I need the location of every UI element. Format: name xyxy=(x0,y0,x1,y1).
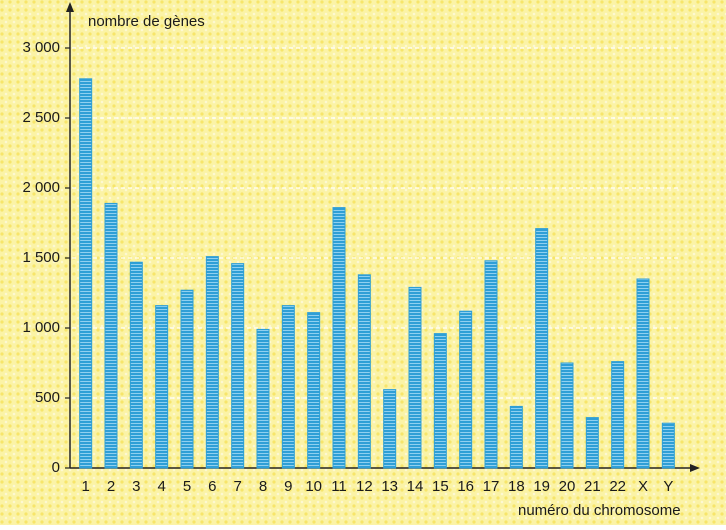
bar xyxy=(585,417,599,469)
bar xyxy=(408,286,422,469)
bar xyxy=(661,422,675,469)
x-tick-label: X xyxy=(638,478,648,495)
bar xyxy=(535,228,549,469)
x-tick-label: 13 xyxy=(381,478,398,495)
x-tick-label: 12 xyxy=(356,478,373,495)
y-axis-arrow xyxy=(66,2,74,12)
x-tick-label: 14 xyxy=(407,478,424,495)
bar xyxy=(205,256,219,469)
x-tick-label: 5 xyxy=(183,478,191,495)
bar xyxy=(231,263,245,469)
x-tick-label: 17 xyxy=(483,478,500,495)
bar xyxy=(509,405,523,469)
x-tick-label: 18 xyxy=(508,478,525,495)
x-tick-label: 21 xyxy=(584,478,601,495)
bar xyxy=(79,78,93,469)
x-axis-arrow xyxy=(690,464,700,472)
y-tick-label: 1 000 xyxy=(22,319,60,336)
bar xyxy=(332,207,346,469)
bar xyxy=(307,312,321,469)
bar xyxy=(256,328,270,469)
x-tick-label: 15 xyxy=(432,478,449,495)
x-tick-label: Y xyxy=(663,478,673,495)
bar xyxy=(357,274,371,469)
x-tick-label: 6 xyxy=(208,478,216,495)
y-tick-label: 1 500 xyxy=(22,249,60,266)
x-tick-label: 10 xyxy=(305,478,322,495)
bar xyxy=(155,305,169,469)
y-tick-label: 3 000 xyxy=(22,39,60,56)
bar xyxy=(611,361,625,469)
bar xyxy=(459,310,473,469)
x-axis-title: numéro du chromosome xyxy=(518,502,681,519)
x-tick-label: 2 xyxy=(107,478,115,495)
bar xyxy=(636,278,650,469)
y-axis-title: nombre de gènes xyxy=(88,13,205,30)
x-tick-label: 16 xyxy=(457,478,474,495)
x-tick-label: 19 xyxy=(533,478,550,495)
x-tick-label: 20 xyxy=(559,478,576,495)
x-tick-label: 11 xyxy=(331,478,347,495)
x-tick-label: 4 xyxy=(157,478,165,495)
y-tick-label: 0 xyxy=(52,459,60,476)
bar xyxy=(484,260,498,469)
x-tick-label: 8 xyxy=(259,478,267,495)
bar xyxy=(560,362,574,469)
bar xyxy=(433,333,447,469)
x-tick-label: 3 xyxy=(132,478,140,495)
bar xyxy=(104,202,118,469)
x-tick-label: 22 xyxy=(609,478,626,495)
bar xyxy=(281,305,295,469)
x-tick-label: 7 xyxy=(233,478,241,495)
x-tick-label: 9 xyxy=(284,478,292,495)
bar xyxy=(180,289,194,469)
y-tick-label: 2 000 xyxy=(22,179,60,196)
x-tick-label: 1 xyxy=(81,478,89,495)
bar xyxy=(383,389,397,469)
y-tick-label: 500 xyxy=(35,389,60,406)
y-tick-label: 2 500 xyxy=(22,109,60,126)
bar xyxy=(129,261,143,469)
